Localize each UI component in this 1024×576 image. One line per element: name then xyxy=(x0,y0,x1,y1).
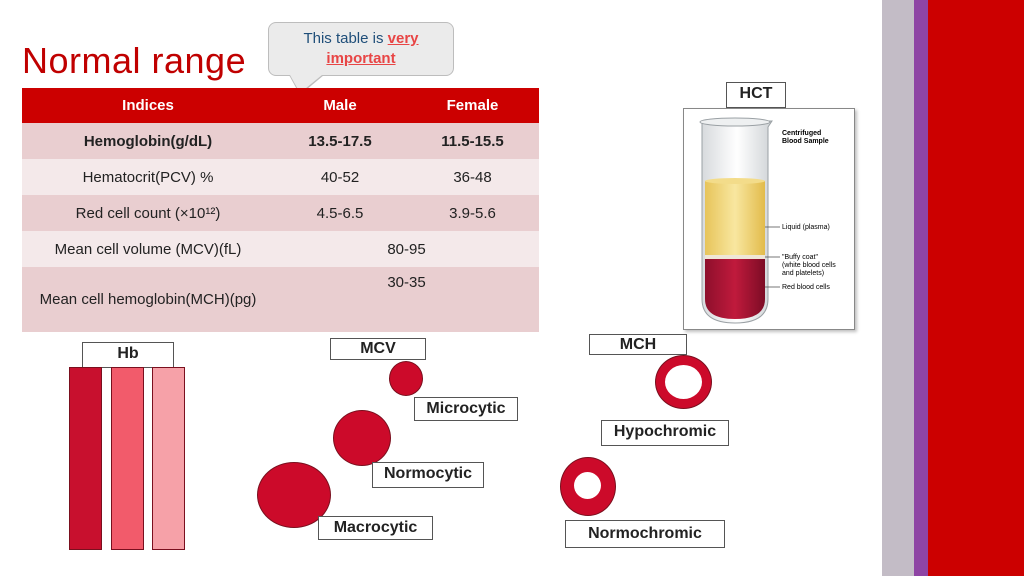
mcv-label: MCV xyxy=(330,338,426,360)
header-indices: Indices xyxy=(22,88,274,123)
normocytic-cell xyxy=(333,410,391,466)
cell-male: 40-52 xyxy=(274,159,406,195)
hb-bar-dark xyxy=(69,367,102,550)
image-title-line-1: Centrifuged xyxy=(782,130,821,137)
normocytic-label: Normocytic xyxy=(372,462,484,488)
table-row-mch: Mean cell hemoglobin(MCH)(pg) 30-35 xyxy=(22,267,539,332)
decorative-bar-purple xyxy=(914,0,928,576)
callout-bubble: This table is very important xyxy=(268,22,454,76)
callout-text: This table is xyxy=(303,30,388,47)
hypochromic-cell-center xyxy=(665,365,702,399)
image-title-line-2: Blood Sample xyxy=(782,138,829,145)
cell-index: Hemoglobin(g/dL) xyxy=(22,123,274,159)
hb-label: Hb xyxy=(82,342,174,368)
normochromic-label: Normochromic xyxy=(565,520,725,548)
mch-label: MCH xyxy=(589,334,687,355)
rbc-label: Red blood cells xyxy=(782,284,830,291)
decorative-bar-red xyxy=(928,0,1024,576)
plasma-label: Liquid (plasma) xyxy=(782,224,830,231)
cell-shared-value: 30-35 xyxy=(274,267,539,332)
table-row-red-cell-count: Red cell count (×10¹²) 4.5-6.5 3.9-5.6 xyxy=(22,195,539,231)
cell-female: 11.5-15.5 xyxy=(406,123,539,159)
hb-bar-medium xyxy=(111,367,144,550)
buffy-label-line-3: and platelets) xyxy=(782,270,824,277)
cell-female: 3.9-5.6 xyxy=(406,195,539,231)
callout-highlight: very important xyxy=(326,30,419,67)
table-row-mcv: Mean cell volume (MCV)(fL) 80-95 xyxy=(22,231,539,267)
buffy-label-line-1: "Buffy coat" xyxy=(782,254,818,261)
hypochromic-label: Hypochromic xyxy=(601,420,729,446)
table-row-hematocrit: Hematocrit(PCV) % 40-52 36-48 xyxy=(22,159,539,195)
cell-female: 36-48 xyxy=(406,159,539,195)
normochromic-cell-center xyxy=(574,472,601,499)
cell-shared-value: 80-95 xyxy=(274,231,539,267)
cell-index: Red cell count (×10¹²) xyxy=(22,195,274,231)
slide-title: Normal range xyxy=(22,40,247,81)
table-header-row: Indices Male Female xyxy=(22,88,539,123)
cell-male: 4.5-6.5 xyxy=(274,195,406,231)
cell-index: Hematocrit(PCV) % xyxy=(22,159,274,195)
table-row-hemoglobin: Hemoglobin(g/dL) 13.5-17.5 11.5-15.5 xyxy=(22,123,539,159)
cell-male: 13.5-17.5 xyxy=(274,123,406,159)
hct-label: HCT xyxy=(726,82,786,108)
normal-range-table: Indices Male Female Hemoglobin(g/dL) 13.… xyxy=(22,88,539,332)
microcytic-cell xyxy=(389,361,423,396)
centrifuged-blood-sample-image: Centrifuged Blood Sample Liquid (plasma)… xyxy=(683,108,855,330)
cell-index: Mean cell hemoglobin(MCH)(pg) xyxy=(22,267,274,332)
decorative-bar-grey xyxy=(882,0,914,576)
header-female: Female xyxy=(406,88,539,123)
cell-index: Mean cell volume (MCV)(fL) xyxy=(22,231,274,267)
microcytic-label: Microcytic xyxy=(414,397,518,421)
macrocytic-label: Macrocytic xyxy=(318,516,433,540)
header-male: Male xyxy=(274,88,406,123)
test-tube-illustration: Centrifuged Blood Sample Liquid (plasma)… xyxy=(699,117,836,324)
hb-bar-light xyxy=(152,367,185,550)
buffy-label-line-2: (white blood cells xyxy=(782,262,836,269)
